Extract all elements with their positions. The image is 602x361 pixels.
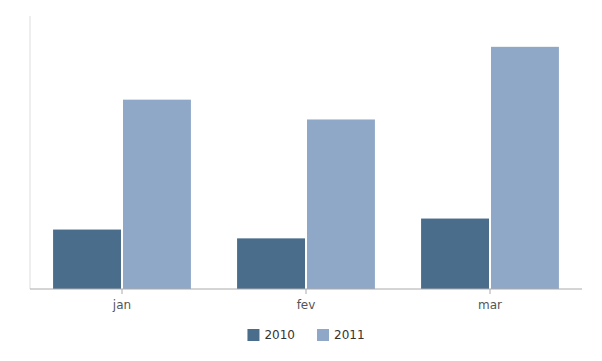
y-axis-line: [30, 16, 31, 289]
legend-swatch: [247, 329, 259, 341]
legend-swatch: [317, 329, 329, 341]
x-tick-label: mar: [478, 298, 502, 312]
x-tick-label: jan: [112, 298, 131, 312]
bar: [123, 100, 191, 289]
x-tick: [306, 289, 307, 294]
bar: [421, 219, 489, 289]
legend: 2010 2011: [247, 328, 364, 342]
legend-label: 2011: [334, 328, 365, 342]
x-tick: [122, 289, 123, 294]
bar: [237, 238, 305, 289]
bars: [53, 47, 559, 289]
x-tick-label: fev: [297, 298, 316, 312]
bar: [491, 47, 559, 289]
bar: [307, 119, 375, 289]
x-tick: [490, 289, 491, 294]
bar: [53, 230, 121, 289]
legend-label: 2010: [264, 328, 295, 342]
chart: jan fev mar 2010 2011: [0, 0, 602, 361]
